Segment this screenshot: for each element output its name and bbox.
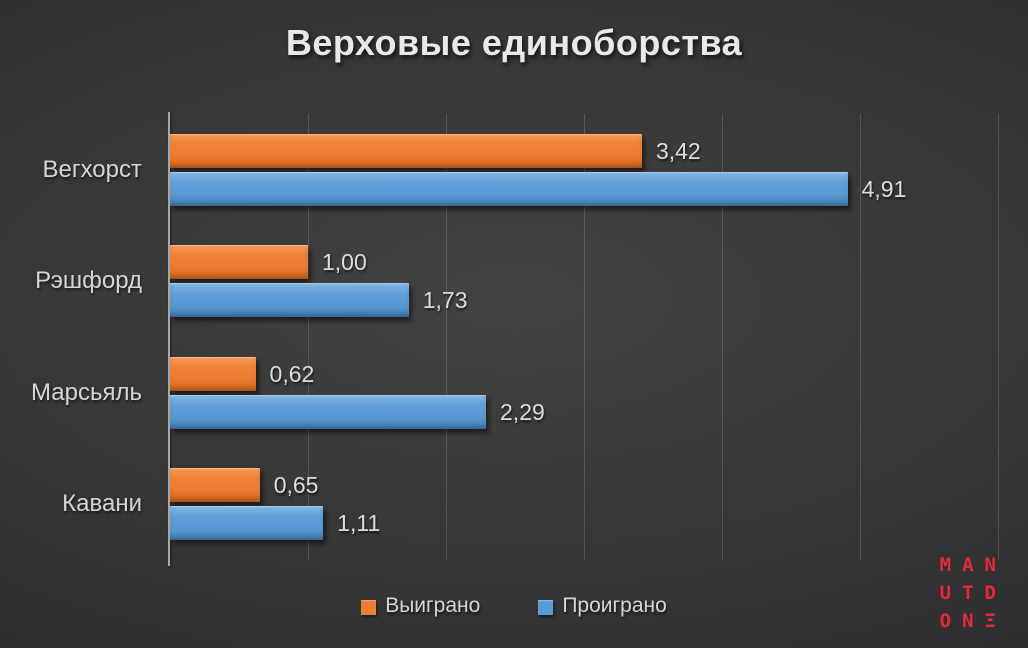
logo-line-2: UTD bbox=[939, 582, 1007, 604]
bar-won bbox=[170, 245, 308, 280]
lost-series-swatch-icon bbox=[538, 599, 554, 615]
bar-lost bbox=[170, 506, 324, 541]
bar-lost bbox=[170, 171, 848, 206]
legend-item-won: Выиграно bbox=[361, 594, 480, 618]
logo-line-3: ONΞ bbox=[939, 610, 1007, 632]
bar-value-label: 3,42 bbox=[655, 137, 701, 164]
bar-lost bbox=[170, 283, 409, 318]
plot-area: Вегхорст 3,42 4,91 Рэшфорд 1,00 1,73 Марсьяль 0… bbox=[31, 112, 999, 566]
logo-line-1: MAN bbox=[939, 554, 1007, 576]
legend-label-won: Выиграно bbox=[385, 594, 481, 617]
major-gridline bbox=[445, 114, 447, 560]
bar-value-label: 1,73 bbox=[422, 287, 468, 314]
bar-value-label: 1,11 bbox=[337, 510, 381, 537]
bar-won bbox=[170, 468, 260, 503]
bar-lost bbox=[170, 394, 487, 429]
major-gridline bbox=[307, 114, 309, 560]
legend-item-lost: Проиграно bbox=[538, 594, 667, 618]
major-gridline bbox=[721, 114, 723, 560]
bar-value-label: 1,00 bbox=[322, 249, 367, 276]
bar-value-label: 2,29 bbox=[500, 398, 545, 425]
chart-legend: Выиграно Проиграно bbox=[0, 594, 1028, 618]
category-label: Кавани bbox=[62, 490, 142, 518]
major-gridline bbox=[583, 114, 585, 560]
major-gridline bbox=[859, 114, 861, 560]
legend-label-lost: Проиграно bbox=[562, 594, 667, 617]
category-axis-line bbox=[168, 112, 170, 566]
chart-title: Верховые единоборства bbox=[285, 22, 743, 63]
bar-won bbox=[170, 133, 642, 168]
bar-value-label: 0,62 bbox=[269, 360, 315, 387]
category-label: Рэшфорд bbox=[35, 267, 142, 295]
won-series-swatch-icon bbox=[361, 599, 377, 615]
bar-value-label: 4,91 bbox=[861, 175, 907, 202]
major-gridline bbox=[997, 114, 999, 560]
category-label: Марсьяль bbox=[31, 378, 142, 406]
bar-won bbox=[170, 356, 256, 391]
man-utd-one-logo: MAN UTD ONΞ bbox=[940, 551, 996, 635]
bar-value-label: 0,65 bbox=[273, 472, 319, 499]
category-label: Вегхорст bbox=[42, 155, 142, 183]
